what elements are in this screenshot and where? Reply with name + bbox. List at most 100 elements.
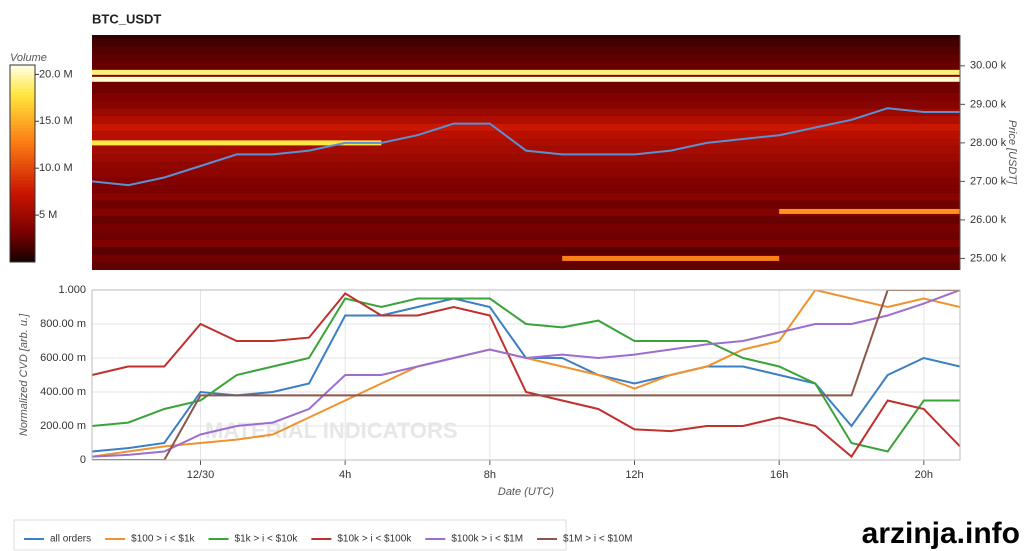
heat-row	[92, 54, 960, 62]
colorbar-cell	[10, 235, 35, 240]
colorbar-cell	[10, 176, 35, 181]
heat-row	[92, 200, 960, 209]
y-axis-label: Normalized CVD [arb. u.]	[18, 313, 30, 436]
series-line	[92, 297, 960, 453]
y-tick-label: 800.00 m	[40, 318, 86, 330]
colorbar-cell	[10, 117, 35, 122]
colorbar-cell	[10, 183, 35, 187]
colorbar-cell	[10, 94, 35, 99]
order-wall	[562, 255, 780, 261]
colorbar-cell	[10, 229, 35, 233]
heat-row	[92, 92, 960, 101]
heat-row	[92, 61, 960, 70]
chart-title: BTC_USDT	[92, 11, 161, 26]
heat-row	[92, 123, 960, 132]
colorbar-cell	[10, 147, 35, 151]
y-tick-label: 30.00 k	[970, 60, 1007, 72]
heat-row	[92, 85, 960, 93]
series-line	[92, 290, 960, 458]
y-tick-label: 29.00 k	[970, 98, 1007, 110]
heat-row	[92, 38, 960, 47]
colorbar-cell	[10, 87, 35, 92]
colorbar-cell	[10, 140, 35, 145]
colorbar-cell	[10, 97, 35, 102]
heat-row	[92, 115, 960, 124]
colorbar-cell	[10, 255, 35, 260]
y-tick-label: 600.00 m	[40, 352, 86, 364]
heat-row	[92, 216, 960, 224]
y-tick-label: 25.00 k	[970, 252, 1007, 264]
colorbar-cell	[10, 186, 35, 191]
colorbar-cell	[10, 130, 35, 135]
colorbar-tick-label: 20.0 M	[39, 68, 73, 80]
colorbar-cell	[10, 206, 35, 210]
heat-row	[92, 108, 960, 116]
heat-row	[92, 177, 960, 186]
colorbar-cell	[10, 127, 35, 132]
colorbar-cell	[10, 179, 35, 184]
colorbar-cell	[10, 74, 35, 79]
heat-row	[92, 254, 960, 263]
legend-label: $1k > i < $10k	[235, 534, 299, 545]
colorbar-cell	[10, 216, 35, 220]
colorbar-cell	[10, 143, 35, 148]
x-tick-label: 12/30	[187, 469, 215, 481]
colorbar-cell	[10, 107, 35, 112]
colorbar-cell	[10, 133, 35, 138]
colorbar-cell	[10, 232, 35, 237]
y-tick-label: 400.00 m	[40, 386, 86, 398]
heat-row	[92, 192, 960, 201]
colorbar-cell	[10, 120, 35, 125]
x-tick-label: 20h	[915, 469, 933, 481]
colorbar-cell	[10, 212, 35, 217]
colorbar-cell	[10, 150, 35, 155]
colorbar-cell	[10, 110, 35, 115]
colorbar-cell	[10, 78, 35, 82]
y-tick-label: 0	[80, 454, 86, 466]
colorbar-cell	[10, 153, 35, 158]
x-tick-label: 8h	[484, 469, 496, 481]
colorbar-cell	[10, 239, 35, 243]
colorbar-cell	[10, 202, 35, 207]
colorbar-cell	[10, 137, 35, 142]
y-axis-label: Price [USDT]	[1006, 120, 1018, 185]
colorbar-cell	[10, 124, 35, 128]
colorbar-cell	[10, 91, 35, 96]
series-line	[92, 290, 960, 460]
y-tick-label: 27.00 k	[970, 175, 1007, 187]
heat-row	[92, 239, 960, 247]
colorbar-cell	[10, 199, 35, 204]
colorbar-cell	[10, 189, 35, 194]
colorbar-cell	[10, 173, 35, 178]
order-wall	[779, 208, 960, 214]
colorbar-cell	[10, 225, 35, 230]
series-line	[92, 292, 960, 459]
legend-label: $10k > i < $100k	[337, 534, 412, 545]
heat-row	[92, 169, 960, 178]
heat-row	[92, 154, 960, 163]
order-wall	[92, 76, 960, 82]
colorbar-label: Volume	[10, 52, 47, 64]
y-tick-label: 26.00 k	[970, 214, 1007, 226]
colorbar-cell	[10, 156, 35, 161]
heat-row	[92, 208, 960, 217]
colorbar-cell	[10, 84, 35, 89]
colorbar-cell	[10, 193, 35, 197]
legend-label: all orders	[50, 534, 91, 545]
colorbar-cell	[10, 71, 35, 76]
plot-frame	[91, 289, 961, 461]
colorbar-tick-label: 5 M	[39, 209, 57, 221]
colorbar-cell	[10, 242, 35, 247]
colorbar-tick-label: 15.0 M	[39, 115, 73, 127]
colorbar-cell	[10, 209, 35, 214]
heat-row	[92, 223, 960, 232]
heat-row	[92, 46, 960, 55]
x-tick-label: 16h	[770, 469, 788, 481]
colorbar-cell	[10, 245, 35, 250]
colorbar-cell	[10, 222, 35, 227]
colorbar-cell	[10, 81, 35, 86]
heat-row	[92, 162, 960, 170]
heat-row	[92, 262, 960, 270]
y-tick-label: 1.000	[58, 284, 86, 296]
